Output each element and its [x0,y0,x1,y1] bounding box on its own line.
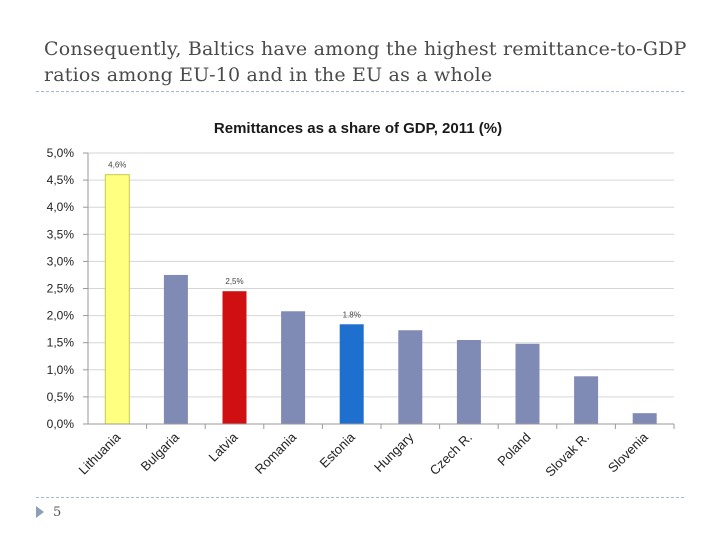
y-tick-label: 4,5% [47,173,75,187]
y-tick-label: 2,0% [47,309,75,323]
y-tick-label: 3,5% [47,227,75,241]
y-tick-label: 5,0% [47,146,75,160]
x-tick-label-czech-r: Czech R. [427,430,475,478]
x-axis-ticks: Lithuania Bulgaria Latvia Romania Estonia Hun… [75,429,651,479]
bar-bulgaria [163,274,188,424]
bar-lithuania [104,174,130,425]
x-tick-label-latvia: Latvia [205,429,241,465]
bar-slovenia [632,413,657,424]
title-divider [36,91,684,92]
data-label: 1.8% [343,310,361,319]
y-tick-label: 0,0% [47,417,75,431]
y-tick-label: 4,0% [47,200,75,214]
bar-latvia [222,291,247,424]
data-label: 4,6% [108,161,126,170]
x-tick-label-hungary: Hungary [371,429,417,475]
footer-divider [36,497,684,498]
y-tick-label: 1,0% [47,363,75,377]
bar-romania [281,311,306,424]
x-tick-label-poland: Poland [494,430,533,469]
page-number: 5 [53,505,62,520]
y-tick-label: 0,5% [47,390,75,404]
x-tick-label-bulgaria: Bulgaria [138,429,183,474]
data-labels: 4,6% 2,5% 1.8% [108,161,361,320]
x-tick-label-lithuania: Lithuania [75,429,123,477]
bar-slovak-r [574,376,599,424]
bar-estonia [339,324,364,424]
chart-axes [83,152,675,429]
slide-title: Consequently, Baltics have among the hig… [44,38,687,86]
footer-arrow-icon [36,506,44,518]
y-tick-label: 1,5% [47,336,75,350]
chart-bars [104,174,657,425]
x-tick-label-romania: Romania [252,429,300,477]
x-tick-label-slovenia: Slovenia [605,429,651,475]
y-tick-label: 2,5% [47,282,75,296]
bar-czech-r [456,339,481,424]
bar-poland [515,343,540,424]
bar-hungary [398,330,423,424]
y-axis-ticks: 0,0% 0,5% 1,0% 1,5% 2,0% 2,5% 3,0% 3,5% 4,0% 4,5%… [47,146,75,431]
x-tick-label-slovak-r: Slovak R. [542,430,592,480]
x-tick-label-estonia: Estonia [317,429,359,471]
data-label: 2,5% [225,277,243,286]
y-tick-label: 3,0% [47,254,75,268]
chart-title: Remittances as a share of GDP, 2011 (%) [214,120,502,137]
